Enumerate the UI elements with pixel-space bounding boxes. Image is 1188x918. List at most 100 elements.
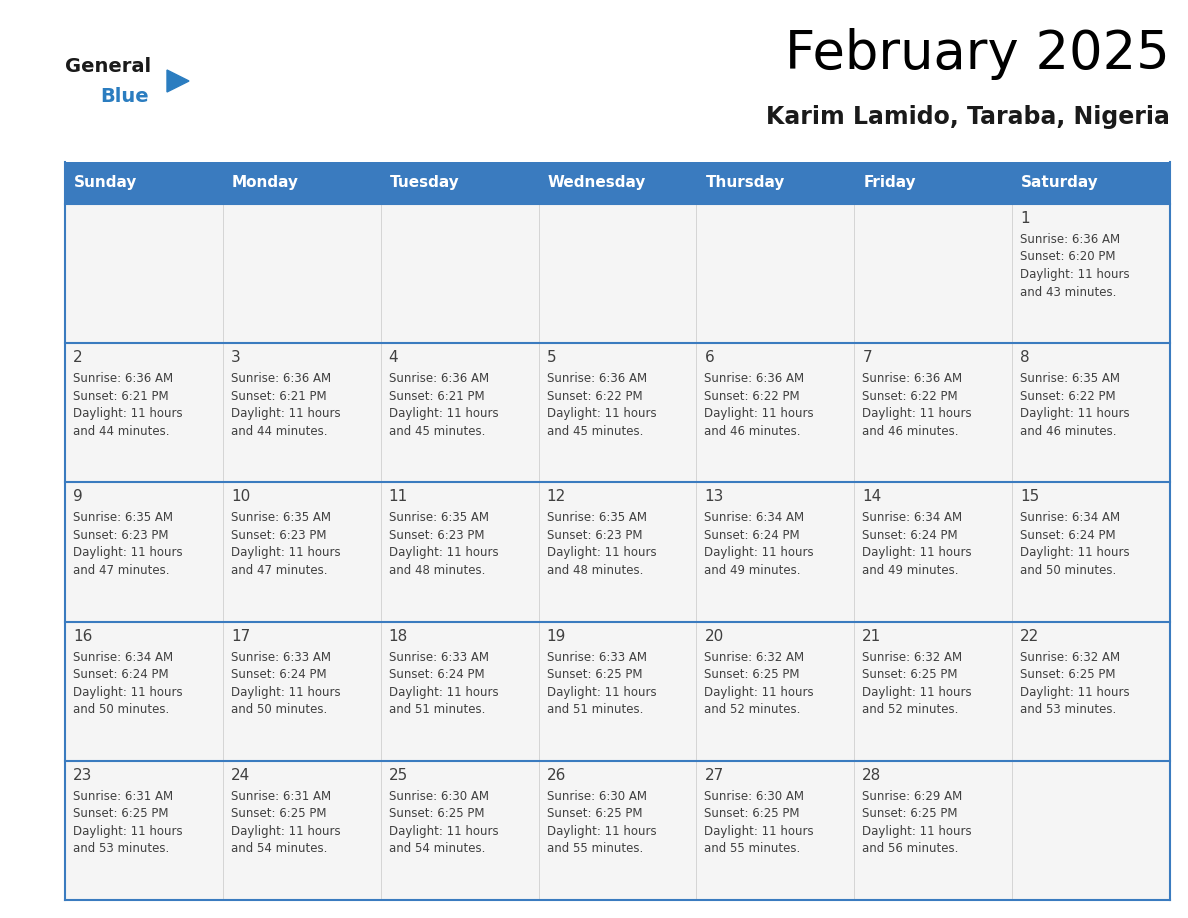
Text: Daylight: 11 hours: Daylight: 11 hours <box>862 686 972 699</box>
Text: Sunrise: 6:30 AM: Sunrise: 6:30 AM <box>704 789 804 803</box>
Text: and 53 minutes.: and 53 minutes. <box>1020 703 1117 716</box>
Text: Daylight: 11 hours: Daylight: 11 hours <box>72 408 183 420</box>
Text: and 52 minutes.: and 52 minutes. <box>862 703 959 716</box>
Text: Sunset: 6:25 PM: Sunset: 6:25 PM <box>1020 668 1116 681</box>
Bar <box>65 204 223 343</box>
Text: Sunset: 6:22 PM: Sunset: 6:22 PM <box>704 390 800 403</box>
Text: 9: 9 <box>72 489 83 504</box>
Text: 2: 2 <box>72 350 83 365</box>
Text: Sunrise: 6:33 AM: Sunrise: 6:33 AM <box>546 651 646 664</box>
Text: Sunset: 6:25 PM: Sunset: 6:25 PM <box>862 807 958 821</box>
Text: Sunset: 6:25 PM: Sunset: 6:25 PM <box>704 807 800 821</box>
Text: Sunrise: 6:30 AM: Sunrise: 6:30 AM <box>388 789 488 803</box>
Text: Wednesday: Wednesday <box>548 175 646 191</box>
Text: Sunrise: 6:35 AM: Sunrise: 6:35 AM <box>1020 372 1120 386</box>
Text: and 50 minutes.: and 50 minutes. <box>72 703 169 716</box>
Text: 6: 6 <box>704 350 714 365</box>
Text: Sunset: 6:24 PM: Sunset: 6:24 PM <box>388 668 485 681</box>
Bar <box>65 162 1170 204</box>
Text: Daylight: 11 hours: Daylight: 11 hours <box>704 546 814 559</box>
Text: and 44 minutes.: and 44 minutes. <box>230 425 328 438</box>
Text: Thursday: Thursday <box>706 175 785 191</box>
Text: Sunset: 6:23 PM: Sunset: 6:23 PM <box>230 529 327 542</box>
Text: Daylight: 11 hours: Daylight: 11 hours <box>862 824 972 838</box>
Text: Daylight: 11 hours: Daylight: 11 hours <box>546 546 656 559</box>
Text: Sunset: 6:25 PM: Sunset: 6:25 PM <box>546 807 642 821</box>
Text: Sunrise: 6:36 AM: Sunrise: 6:36 AM <box>1020 233 1120 246</box>
Text: Daylight: 11 hours: Daylight: 11 hours <box>388 546 498 559</box>
Text: 21: 21 <box>862 629 881 644</box>
Text: Sunrise: 6:31 AM: Sunrise: 6:31 AM <box>230 789 331 803</box>
Text: and 55 minutes.: and 55 minutes. <box>546 843 643 856</box>
Text: and 54 minutes.: and 54 minutes. <box>230 843 327 856</box>
Text: Sunrise: 6:35 AM: Sunrise: 6:35 AM <box>230 511 330 524</box>
Text: Sunset: 6:21 PM: Sunset: 6:21 PM <box>230 390 327 403</box>
Text: Sunset: 6:25 PM: Sunset: 6:25 PM <box>230 807 327 821</box>
Text: Sunrise: 6:33 AM: Sunrise: 6:33 AM <box>388 651 488 664</box>
Text: 12: 12 <box>546 489 565 504</box>
Bar <box>65 621 223 761</box>
Text: Daylight: 11 hours: Daylight: 11 hours <box>862 546 972 559</box>
Text: Sunday: Sunday <box>74 175 138 191</box>
Text: and 51 minutes.: and 51 minutes. <box>546 703 643 716</box>
Text: Blue: Blue <box>100 87 148 106</box>
Bar <box>65 761 223 900</box>
Text: Daylight: 11 hours: Daylight: 11 hours <box>230 546 341 559</box>
Text: Daylight: 11 hours: Daylight: 11 hours <box>1020 686 1130 699</box>
Text: 27: 27 <box>704 767 723 783</box>
Text: Sunset: 6:25 PM: Sunset: 6:25 PM <box>546 668 642 681</box>
Text: Sunrise: 6:36 AM: Sunrise: 6:36 AM <box>230 372 331 386</box>
Text: Sunset: 6:22 PM: Sunset: 6:22 PM <box>1020 390 1116 403</box>
Text: and 49 minutes.: and 49 minutes. <box>704 564 801 577</box>
Text: Saturday: Saturday <box>1022 175 1099 191</box>
Text: and 54 minutes.: and 54 minutes. <box>388 843 485 856</box>
Text: 28: 28 <box>862 767 881 783</box>
Text: Daylight: 11 hours: Daylight: 11 hours <box>1020 546 1130 559</box>
Text: Sunrise: 6:35 AM: Sunrise: 6:35 AM <box>546 511 646 524</box>
Text: Daylight: 11 hours: Daylight: 11 hours <box>546 408 656 420</box>
Text: Daylight: 11 hours: Daylight: 11 hours <box>72 686 183 699</box>
Text: February 2025: February 2025 <box>785 28 1170 80</box>
Text: Sunrise: 6:36 AM: Sunrise: 6:36 AM <box>862 372 962 386</box>
Text: Daylight: 11 hours: Daylight: 11 hours <box>72 546 183 559</box>
Text: Daylight: 11 hours: Daylight: 11 hours <box>230 824 341 838</box>
Text: Sunrise: 6:31 AM: Sunrise: 6:31 AM <box>72 789 173 803</box>
Bar <box>1012 621 1170 761</box>
Text: and 52 minutes.: and 52 minutes. <box>704 703 801 716</box>
Text: Sunrise: 6:35 AM: Sunrise: 6:35 AM <box>388 511 488 524</box>
Text: Daylight: 11 hours: Daylight: 11 hours <box>546 824 656 838</box>
Text: and 43 minutes.: and 43 minutes. <box>1020 285 1117 298</box>
Bar <box>854 204 1012 343</box>
Text: Sunrise: 6:36 AM: Sunrise: 6:36 AM <box>72 372 173 386</box>
Text: Sunset: 6:20 PM: Sunset: 6:20 PM <box>1020 251 1116 263</box>
Text: Daylight: 11 hours: Daylight: 11 hours <box>388 686 498 699</box>
Polygon shape <box>168 70 189 92</box>
Text: 25: 25 <box>388 767 407 783</box>
Text: Daylight: 11 hours: Daylight: 11 hours <box>546 686 656 699</box>
Text: 5: 5 <box>546 350 556 365</box>
Bar <box>538 343 696 482</box>
Text: Sunset: 6:22 PM: Sunset: 6:22 PM <box>546 390 643 403</box>
Text: 11: 11 <box>388 489 407 504</box>
Text: 3: 3 <box>230 350 241 365</box>
Text: Sunset: 6:25 PM: Sunset: 6:25 PM <box>72 807 169 821</box>
Text: Sunrise: 6:33 AM: Sunrise: 6:33 AM <box>230 651 330 664</box>
Text: and 50 minutes.: and 50 minutes. <box>1020 564 1117 577</box>
Text: Daylight: 11 hours: Daylight: 11 hours <box>230 408 341 420</box>
Text: Sunset: 6:23 PM: Sunset: 6:23 PM <box>72 529 169 542</box>
Text: Sunset: 6:21 PM: Sunset: 6:21 PM <box>388 390 485 403</box>
Bar <box>1012 482 1170 621</box>
Text: Sunset: 6:25 PM: Sunset: 6:25 PM <box>704 668 800 681</box>
Text: Daylight: 11 hours: Daylight: 11 hours <box>230 686 341 699</box>
Text: Sunrise: 6:32 AM: Sunrise: 6:32 AM <box>1020 651 1120 664</box>
Bar <box>223 343 380 482</box>
Text: and 44 minutes.: and 44 minutes. <box>72 425 170 438</box>
Bar <box>65 482 223 621</box>
Text: Sunrise: 6:34 AM: Sunrise: 6:34 AM <box>704 511 804 524</box>
Bar <box>696 204 854 343</box>
Bar <box>380 621 538 761</box>
Text: 15: 15 <box>1020 489 1040 504</box>
Bar <box>538 761 696 900</box>
Bar <box>538 482 696 621</box>
Text: 8: 8 <box>1020 350 1030 365</box>
